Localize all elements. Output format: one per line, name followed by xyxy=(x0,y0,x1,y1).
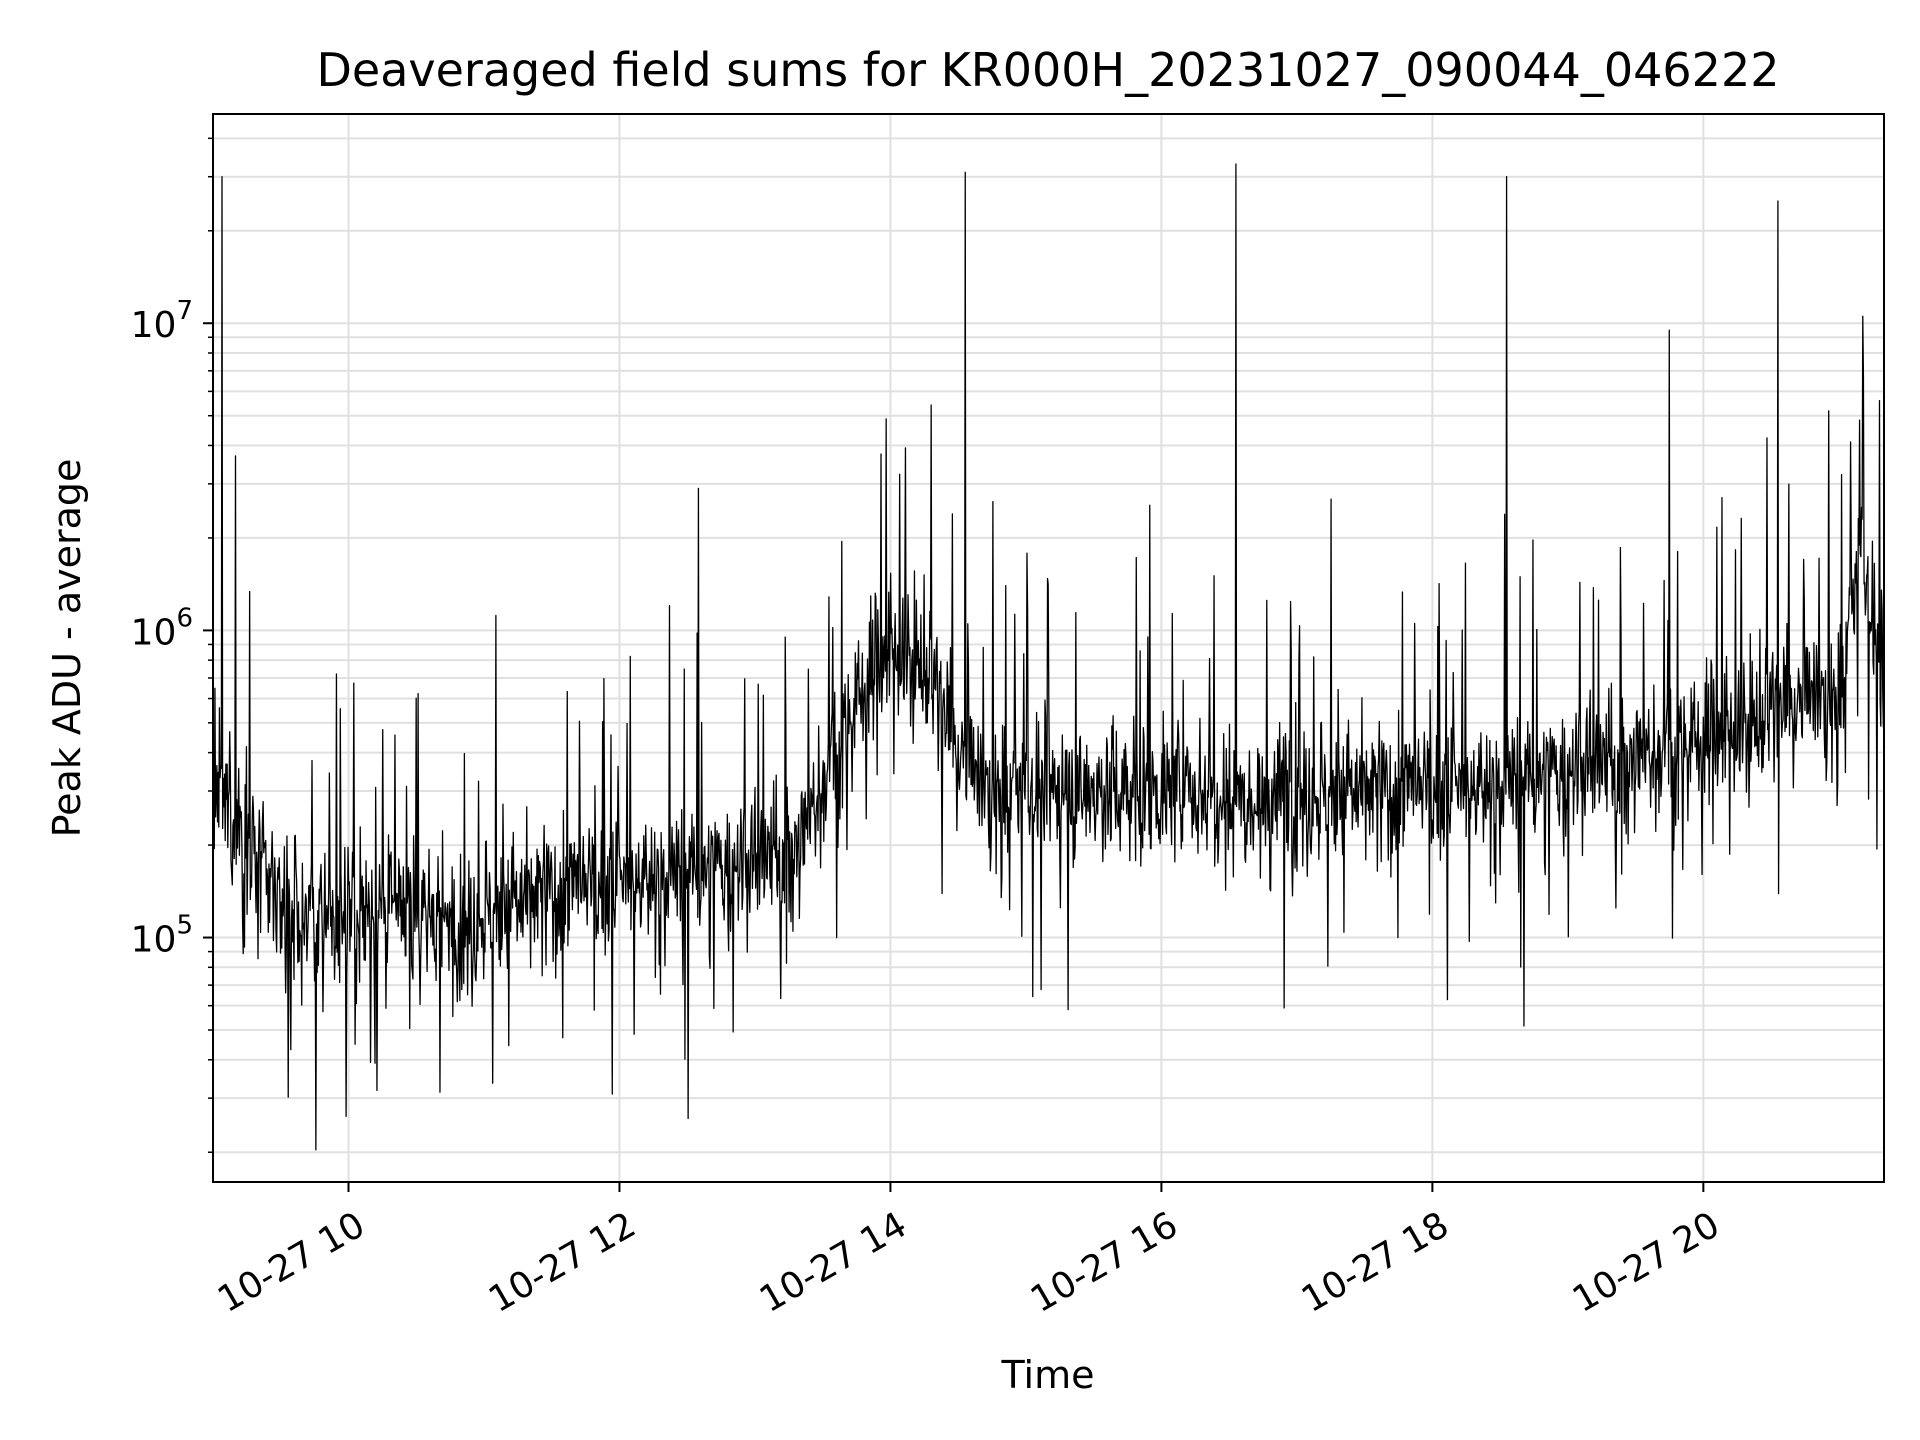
series-layer xyxy=(212,163,1885,1151)
plot-frame xyxy=(212,113,1885,1183)
x-tick-label: 10-27 10 xyxy=(211,1204,372,1320)
x-tick-label: 10-27 14 xyxy=(753,1204,914,1320)
x-tick-label: 10-27 18 xyxy=(1295,1204,1456,1320)
y-tick-label: 105 xyxy=(131,911,193,961)
x-tick-label: 10-27 20 xyxy=(1566,1204,1727,1320)
x-axis: 10-27 10 10-27 12 10-27 14 10-27 16 10-27 18… xyxy=(211,1182,1727,1321)
y-axis-label: Peak ADU - average xyxy=(45,459,89,838)
x-tick-label: 10-27 12 xyxy=(482,1204,643,1320)
x-axis-label: Time xyxy=(1001,1353,1095,1397)
y-axis: 105 106 107 xyxy=(131,137,213,1153)
series-line xyxy=(212,163,1885,1151)
y-tick-label: 107 xyxy=(131,296,193,346)
x-tick-label: 10-27 16 xyxy=(1024,1204,1185,1320)
chart-title: Deaveraged field sums for KR000H_2023102… xyxy=(317,43,1780,97)
y-tick-label: 106 xyxy=(131,603,193,653)
